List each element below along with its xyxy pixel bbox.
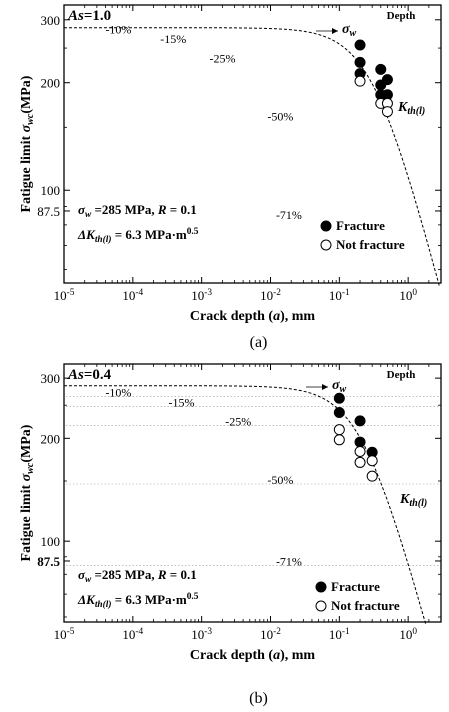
as-label: As=1.0 xyxy=(67,8,111,24)
legend-not-fracture-marker xyxy=(315,600,327,612)
legend-fracture-label: Fracture xyxy=(331,579,380,594)
chart-panel-2: 10-5 10-4 10-3 10-2 10-1 100 300 200 100 87.5 Crac… xyxy=(19,363,442,707)
depth-reduction-label: -71% xyxy=(276,208,302,222)
x-tick-label: 100 xyxy=(399,288,417,303)
depth-reduction-label: -71% xyxy=(276,554,302,568)
x-tick-label: 10-3 xyxy=(191,627,212,642)
not-fracture-point xyxy=(354,445,366,457)
y-tick-label: 87.5 xyxy=(37,554,60,569)
kth-label: Kth(l) xyxy=(397,100,425,117)
depth-reduction-label: -10% xyxy=(105,22,131,36)
depth-reduction-label: -15% xyxy=(169,395,195,409)
not-fracture-point xyxy=(381,106,393,118)
not-fracture-point xyxy=(354,456,366,468)
fracture-point xyxy=(354,436,366,448)
param-delta-k: ΔKth(l) = 6.3 MPa·m0.5 xyxy=(77,592,199,610)
plot-frame xyxy=(63,4,442,284)
y-tick-label: 300 xyxy=(41,371,61,386)
depth-reduction-label: -25% xyxy=(225,415,251,429)
not-fracture-point xyxy=(333,424,345,436)
not-fracture-point xyxy=(366,455,378,467)
depth-reduction-label: -50% xyxy=(267,473,293,487)
x-tick-label: 10-3 xyxy=(191,288,212,303)
depth-reduction-label: -15% xyxy=(160,32,186,46)
x-tick-label: 10-5 xyxy=(54,627,75,642)
x-tick-label: 10-1 xyxy=(329,627,350,642)
legend-fracture-label: Fracture xyxy=(336,218,385,233)
x-tick-label: 10-1 xyxy=(329,288,350,303)
not-fracture-point xyxy=(366,470,378,482)
x-tick-label: 100 xyxy=(399,627,417,642)
kth-label: Kth(l) xyxy=(399,492,427,509)
x-axis-label: Crack depth (a), mm xyxy=(190,648,316,663)
x-tick-label: 10-5 xyxy=(54,288,75,303)
depth-reduction-label: -25% xyxy=(210,51,236,65)
fracture-point xyxy=(354,415,366,427)
sigma-w-kth-curve xyxy=(64,385,427,624)
not-fracture-point xyxy=(354,75,366,87)
depth-label: Depth xyxy=(387,369,416,381)
x-tick-label: 10-4 xyxy=(122,627,143,642)
y-axis-label: Fatigue limit σwc(MPa) xyxy=(19,424,36,561)
y-tick-label: 100 xyxy=(41,183,61,198)
sigma-w-label: σw xyxy=(332,378,347,395)
fracture-point xyxy=(354,56,366,68)
x-axis-label: Crack depth (a), mm xyxy=(190,309,316,324)
plot-frame xyxy=(63,363,442,623)
legend-fracture-marker xyxy=(320,220,332,232)
as-label: As=0.4 xyxy=(67,367,112,383)
y-axis-label: Fatigue limit σwc(MPa) xyxy=(19,75,36,212)
fracture-point xyxy=(375,63,387,75)
sigma-w-label: σw xyxy=(342,22,357,39)
chart-panel-1: 10-5 10-4 10-3 10-2 10-1 100 300 200 100 87.5 Crac… xyxy=(19,4,442,351)
legend-not-fracture-label: Not fracture xyxy=(336,237,405,252)
x-tick-label: 10-4 xyxy=(122,288,143,303)
depth-reduction-label: -50% xyxy=(267,109,293,123)
y-tick-label: 200 xyxy=(41,76,61,91)
legend-fracture-marker xyxy=(315,581,327,593)
legend-not-fracture-label: Not fracture xyxy=(331,598,400,613)
y-tick-label: 87.5 xyxy=(37,204,60,219)
x-tick-label: 10-2 xyxy=(260,627,281,642)
depth-label: Depth xyxy=(387,10,416,22)
depth-reduction-label: -10% xyxy=(105,386,131,400)
sigma-w-arrow-head xyxy=(322,384,328,390)
fracture-point xyxy=(333,392,345,404)
param-sigma-w-r: σw =285 MPa, R = 0.1 xyxy=(78,567,197,585)
panel-label: (a) xyxy=(250,334,268,351)
x-tick-label: 10-2 xyxy=(260,288,281,303)
y-tick-label: 300 xyxy=(41,13,61,28)
sigma-w-arrow-head xyxy=(332,28,338,34)
param-sigma-w-r: σw =285 MPa, R = 0.1 xyxy=(78,202,197,220)
fracture-point xyxy=(333,406,345,418)
panel-label: (b) xyxy=(249,690,268,707)
fracture-point xyxy=(381,74,393,86)
not-fracture-point xyxy=(333,434,345,446)
y-tick-label: 100 xyxy=(41,534,61,549)
y-tick-label: 200 xyxy=(41,431,61,446)
legend-not-fracture-marker xyxy=(320,239,332,251)
param-delta-k: ΔKth(l) = 6.3 MPa·m0.5 xyxy=(77,227,199,245)
fracture-point xyxy=(354,39,366,51)
